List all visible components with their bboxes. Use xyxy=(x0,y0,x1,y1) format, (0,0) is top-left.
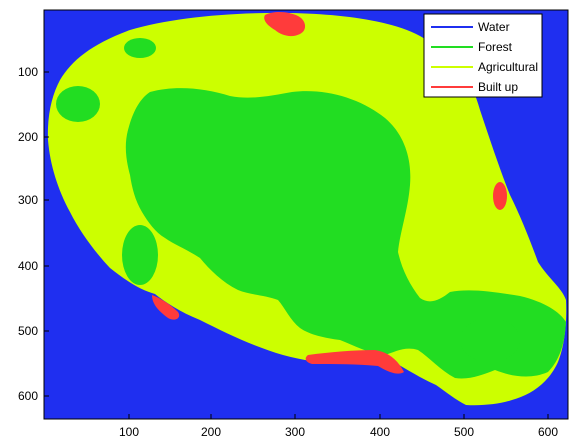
forest-region-central xyxy=(125,88,567,379)
legend: Water Forest Agricultural Built up xyxy=(423,13,543,98)
x-tick-label: 400 xyxy=(370,425,390,439)
y-tick-label: 600 xyxy=(18,389,38,403)
x-tick-label: 300 xyxy=(285,425,305,439)
y-tick-label: 200 xyxy=(18,130,38,144)
legend-label-forest: Forest xyxy=(478,40,513,54)
builtup-region-east xyxy=(493,182,507,210)
x-tick-label: 600 xyxy=(538,425,558,439)
forest-patch-west xyxy=(56,86,100,122)
y-tick-label: 500 xyxy=(18,324,38,338)
builtup-region-southwest xyxy=(152,295,180,320)
x-tick-label: 100 xyxy=(119,425,139,439)
x-axis: 100 200 300 400 500 600 xyxy=(119,414,558,439)
x-tick-label: 200 xyxy=(201,425,221,439)
forest-patch-southeast xyxy=(460,318,520,362)
builtup-region-south xyxy=(305,350,404,374)
legend-label-builtup: Built up xyxy=(478,80,518,94)
y-tick-label: 100 xyxy=(18,65,38,79)
x-tick-label: 500 xyxy=(454,425,474,439)
forest-patch-southwest xyxy=(122,225,158,285)
plot-frame xyxy=(43,9,569,420)
forest-patch-north xyxy=(124,38,156,58)
y-tick-label: 400 xyxy=(18,259,38,273)
y-tick-label: 300 xyxy=(18,193,38,207)
legend-label-water: Water xyxy=(478,20,510,34)
y-axis: 100 200 300 400 500 600 xyxy=(18,65,49,403)
builtup-region-north xyxy=(264,12,306,37)
legend-label-agricultural: Agricultural xyxy=(478,60,538,74)
